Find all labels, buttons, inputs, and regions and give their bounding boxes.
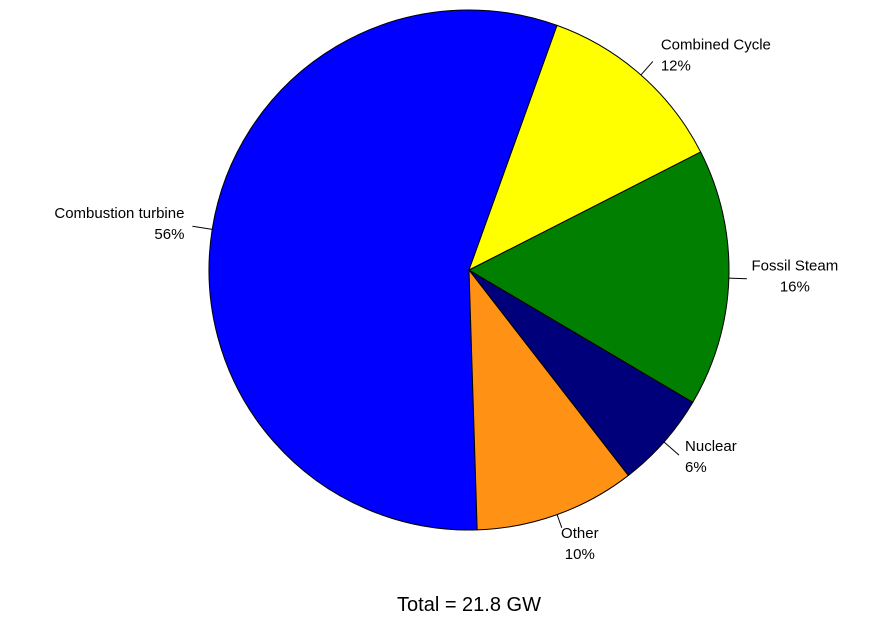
- slice-label-fossil-steam: Fossil Steam: [752, 258, 839, 275]
- pie-slice-combined-cycle: [468, 24, 702, 271]
- leader-line-combustion-turbine: [192, 225, 213, 230]
- slice-percent-other: 10%: [565, 546, 595, 563]
- leader-line-combined-cycle: [640, 61, 654, 76]
- leader-line-nuclear: [663, 441, 680, 456]
- slice-label-combustion-turbine: Combustion turbine: [54, 205, 184, 222]
- pie-slices: [208, 9, 730, 531]
- slice-percent-nuclear: 6%: [685, 459, 707, 476]
- slice-percent-combustion-turbine: 56%: [154, 226, 184, 243]
- leader-line-fossil-steam: [728, 277, 747, 280]
- slice-label-combined-cycle: Combined Cycle: [661, 36, 771, 53]
- slice-labels: Combustion turbine 56% Other 10% Nuclear 6% Fo…: [54, 36, 838, 562]
- pie-slice-other: [468, 269, 629, 531]
- slice-percent-combined-cycle: 12%: [661, 57, 691, 74]
- leader-line-other: [556, 514, 563, 528]
- slice-percent-fossil-steam: 16%: [780, 279, 810, 296]
- pie-slice-fossil-steam: [468, 151, 730, 403]
- slice-label-nuclear: Nuclear: [685, 438, 737, 455]
- label-leader-lines: [192, 61, 747, 528]
- slice-label-other: Other: [561, 525, 599, 542]
- chart-total-footer: Total = 21.8 GW: [397, 594, 541, 616]
- pie-slice-combustion-turbine: [208, 9, 558, 531]
